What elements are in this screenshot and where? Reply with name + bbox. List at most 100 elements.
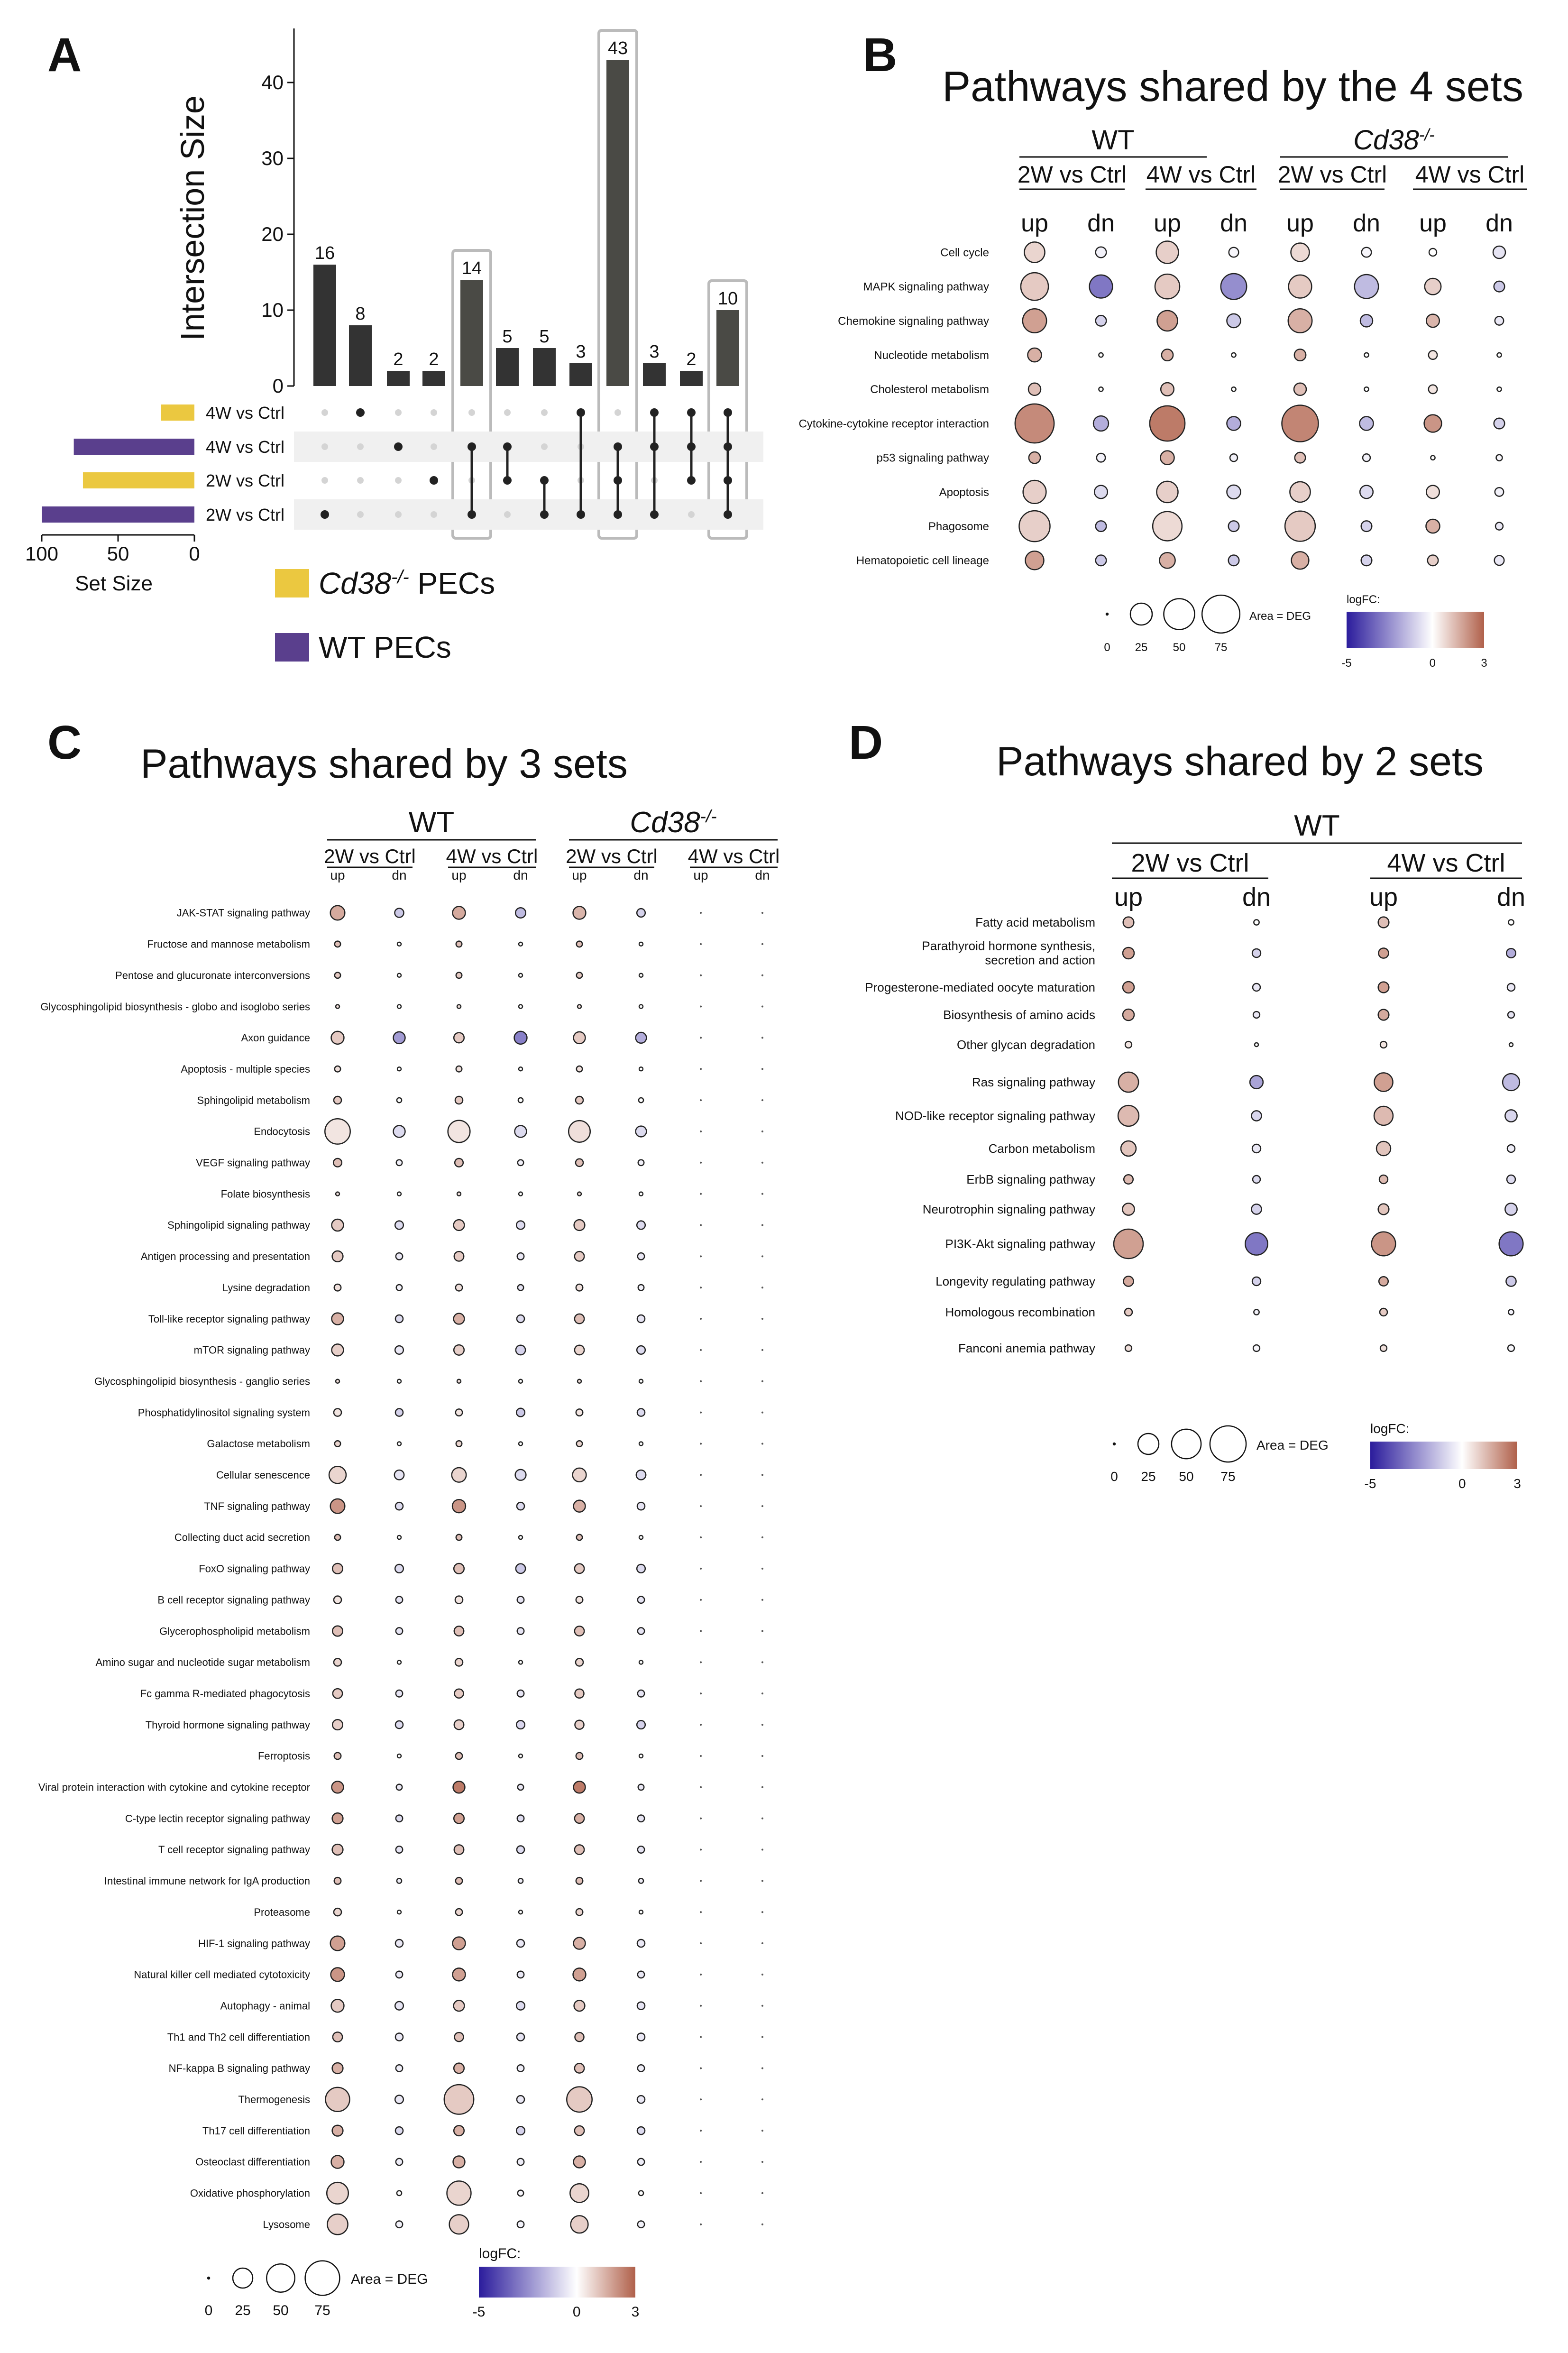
dot	[1020, 272, 1049, 301]
dot	[514, 1469, 527, 1481]
dot	[636, 2095, 646, 2104]
color-legend-min: -5	[473, 2304, 486, 2320]
dot-empty	[761, 1505, 763, 1507]
pathway-label: Homologous recombination	[945, 1305, 1095, 1319]
dot	[332, 1158, 343, 1167]
dot	[516, 2220, 525, 2229]
matrix-dot-empty	[395, 477, 402, 484]
dot	[516, 1627, 525, 1636]
dot-empty	[761, 943, 763, 945]
pathway-label: Fanconi anemia pathway	[958, 1341, 1095, 1355]
dot-empty	[761, 1161, 763, 1164]
dot	[638, 941, 644, 947]
dot	[1354, 274, 1379, 299]
dot	[1287, 308, 1313, 333]
dot	[577, 1004, 582, 1009]
dot	[518, 1066, 523, 1072]
direction-label: up	[1154, 210, 1181, 237]
bar-value-label: 8	[355, 304, 365, 324]
dot	[1379, 1344, 1388, 1352]
dot	[396, 1066, 402, 1072]
dot	[395, 1252, 403, 1260]
direction-label: dn	[513, 868, 528, 882]
dot	[1124, 1307, 1133, 1317]
y-tick-label: 30	[261, 147, 284, 169]
dot	[514, 1125, 527, 1138]
matrix-dot-empty	[357, 443, 364, 450]
dot	[394, 1501, 404, 1511]
dot	[394, 1469, 405, 1480]
dot	[576, 972, 583, 979]
bar-value-label: 16	[315, 243, 335, 263]
dot	[636, 1501, 646, 1511]
dot	[517, 1783, 524, 1791]
dot	[443, 2084, 475, 2115]
dot	[453, 1844, 465, 1855]
dot	[1022, 479, 1047, 504]
set-size-bar	[73, 439, 194, 455]
dot-empty	[700, 1068, 702, 1070]
dot	[1506, 1174, 1516, 1185]
intersection-bar	[680, 371, 703, 386]
dot	[333, 1752, 342, 1760]
dot	[452, 1967, 466, 1982]
dot	[1156, 310, 1178, 332]
group-label: WT	[1294, 809, 1339, 842]
color-legend-mid: 0	[1458, 1476, 1466, 1491]
dot	[572, 906, 587, 920]
dot	[1096, 452, 1106, 463]
dot	[566, 2086, 593, 2113]
dot	[325, 2086, 350, 2113]
dot	[515, 1407, 526, 1417]
dot	[1252, 1175, 1261, 1184]
dot-empty	[700, 1692, 702, 1695]
dot	[1377, 1203, 1390, 1215]
intersection-bar	[606, 60, 629, 386]
pathway-label: Phagosome	[928, 520, 989, 533]
dot	[1494, 555, 1505, 566]
dot	[637, 2220, 645, 2229]
dot	[575, 1596, 584, 1604]
dot	[396, 1441, 402, 1446]
dot	[1374, 1072, 1394, 1092]
color-legend-min: -5	[1365, 1476, 1376, 1491]
dot	[637, 1159, 645, 1167]
dot	[637, 1627, 645, 1636]
dot	[574, 1250, 585, 1262]
dot	[1504, 1109, 1518, 1122]
pathway-label: Intestinal immune network for IgA produc…	[104, 1875, 310, 1887]
direction-label: up	[1419, 210, 1447, 237]
dot	[455, 1408, 463, 1417]
dot	[454, 1158, 464, 1167]
dot	[1373, 1105, 1394, 1126]
dot-empty	[700, 1536, 702, 1538]
bar-value-label: 43	[608, 38, 628, 58]
pathway-label: Biosynthesis of amino acids	[943, 1008, 1095, 1022]
dot	[515, 1720, 526, 1730]
dot-empty	[700, 1661, 702, 1664]
color-legend-max: 3	[1513, 1476, 1521, 1491]
dot-empty	[700, 2004, 702, 2007]
dot	[1508, 1309, 1514, 1315]
dot-empty	[700, 1161, 702, 1164]
dot	[1291, 551, 1310, 570]
dot	[1253, 1309, 1260, 1315]
panel-title-C: Pathways shared by 3 sets	[140, 741, 628, 787]
dot	[332, 1688, 343, 1699]
dot	[335, 1191, 340, 1196]
matrix-dot-empty	[321, 409, 328, 416]
dot	[637, 1284, 645, 1291]
size-legend-label: Area = DEG	[1256, 1438, 1329, 1452]
bar-value-label: 2	[429, 349, 439, 369]
dot	[1284, 510, 1316, 542]
dot	[396, 1535, 402, 1540]
set-name-label: 4W vs Ctrl	[206, 403, 284, 423]
dot	[638, 1878, 644, 1884]
size-legend-circle	[1201, 594, 1241, 634]
dot	[1364, 386, 1369, 392]
dot	[1506, 1144, 1516, 1153]
matrix-dot-empty	[357, 477, 364, 484]
dot	[1428, 350, 1438, 360]
pathway-label: Sphingolipid metabolism	[197, 1094, 310, 1106]
dot	[638, 1004, 644, 1009]
